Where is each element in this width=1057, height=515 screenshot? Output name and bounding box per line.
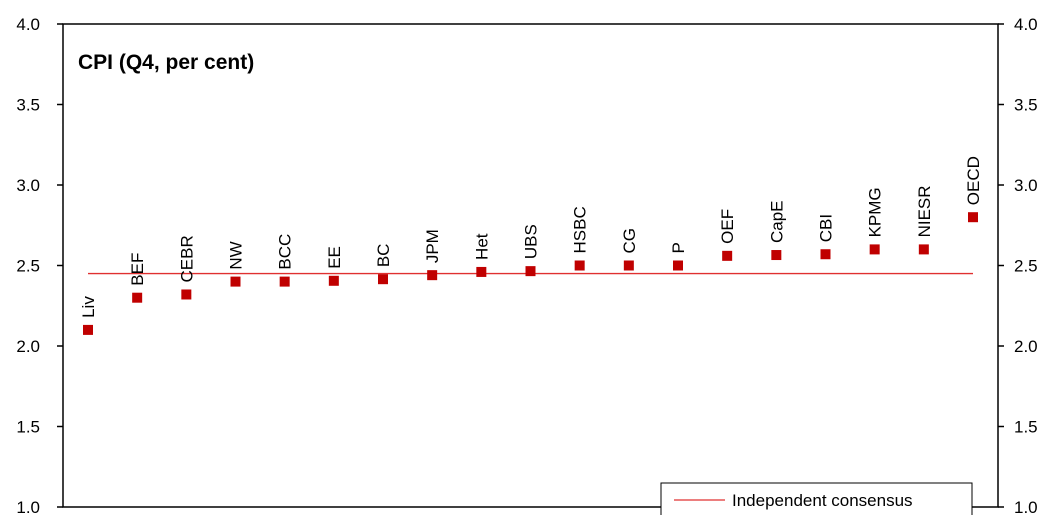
point-label: CapE <box>767 201 786 244</box>
point-label: BCC <box>276 234 295 270</box>
data-point <box>673 260 683 271</box>
point-label: EE <box>325 246 344 269</box>
right-tick-label: 4.0 <box>1014 15 1038 34</box>
data-point <box>968 212 978 223</box>
left-tick-label: 3.5 <box>16 96 40 115</box>
point-label: JPM <box>423 229 442 263</box>
data-point <box>132 292 143 303</box>
legend-box <box>660 482 973 515</box>
data-point <box>918 244 929 255</box>
plot-frame <box>62 23 999 508</box>
left-axis-ticks: 1.0 1.5 2.0 2.5 3.0 3.5 4.0 <box>16 15 63 515</box>
point-label: BEF <box>128 253 147 286</box>
right-axis-ticks: 1.0 1.5 2.0 2.5 3.0 3.5 4.0 <box>998 15 1038 515</box>
data-point <box>623 260 634 271</box>
data-point <box>83 324 93 335</box>
point-label: UBS <box>522 224 541 259</box>
right-tick-label: 3.0 <box>1014 176 1038 195</box>
point-label: HSBC <box>571 206 590 253</box>
data-point <box>722 250 733 261</box>
left-tick-label: 1.0 <box>16 498 40 515</box>
point-label: CG <box>620 228 639 254</box>
left-tick-label: 4.0 <box>16 15 40 34</box>
point-label: P <box>669 242 688 253</box>
point-label: KPMG <box>866 187 885 237</box>
data-point <box>181 289 192 300</box>
point-label: CEBR <box>177 235 196 282</box>
point-label: OECD <box>964 156 983 205</box>
right-tick-label: 1.0 <box>1014 498 1038 515</box>
data-point <box>525 266 536 277</box>
right-tick-label: 2.0 <box>1014 337 1038 356</box>
chart-title: CPI (Q4, per cent) <box>78 51 254 74</box>
data-point <box>574 260 585 271</box>
point-labels: Liv BEF CEBR NW BCC EE BC JPM Het UBS HSBC CG P OEF Ca… <box>79 156 983 318</box>
point-label: Liv <box>79 296 98 318</box>
data-points <box>83 212 978 335</box>
right-tick-label: 1.5 <box>1014 418 1038 437</box>
point-label: CBI <box>817 214 836 242</box>
legend-label: Independent consensus <box>732 491 913 510</box>
data-point <box>869 244 880 255</box>
right-tick-label: 3.5 <box>1014 96 1038 115</box>
data-point <box>476 266 487 277</box>
data-point <box>279 276 290 287</box>
point-label: NW <box>227 241 246 269</box>
left-tick-label: 2.5 <box>16 257 40 276</box>
point-label: NIESR <box>915 185 934 237</box>
data-point <box>230 276 241 287</box>
point-label: BC <box>374 244 393 268</box>
data-point <box>427 270 438 281</box>
point-label: Het <box>472 233 491 260</box>
left-tick-label: 3.0 <box>16 176 40 195</box>
data-point <box>771 250 782 261</box>
data-point <box>328 275 339 286</box>
left-tick-label: 1.5 <box>16 418 40 437</box>
point-label: OEF <box>718 209 737 244</box>
legend: Independent consensus <box>660 482 973 515</box>
right-tick-label: 2.5 <box>1014 257 1038 276</box>
data-point <box>820 249 831 260</box>
left-tick-label: 2.0 <box>16 337 40 356</box>
data-point <box>378 274 388 285</box>
